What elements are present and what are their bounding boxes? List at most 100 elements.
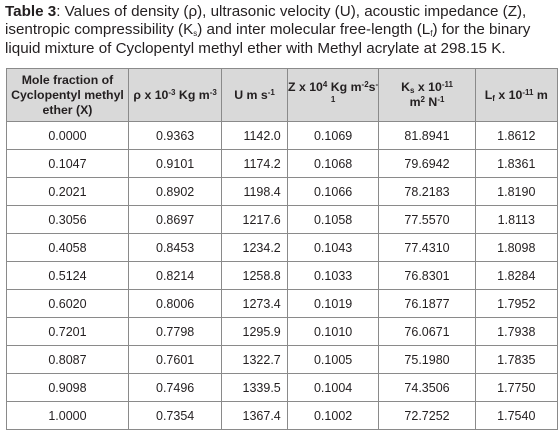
density-cell: 0.8697 (127, 205, 223, 234)
velocity-cell: 1258.8 (221, 261, 288, 290)
compressibility-cell: 77.4310 (378, 233, 476, 262)
table-body: 0.0000 0.9363 1142.0 0.1069 81.8941 1.8612 0.1… (6, 121, 558, 430)
header-free-length: Lf x 10-11 m (474, 68, 558, 122)
mole-fraction-cell: 0.6020 (6, 289, 129, 318)
table-row: 0.9098 0.7496 1339.5 0.1004 74.3506 1.7750 (6, 373, 558, 402)
impedance-cell: 0.1002 (286, 401, 380, 430)
impedance-cell: 0.1033 (286, 261, 380, 290)
impedance-cell: 0.1058 (286, 205, 380, 234)
free-length-cell: 1.7750 (474, 373, 558, 402)
table-row: 0.7201 0.7798 1295.9 0.1010 76.0671 1.7938 (6, 317, 558, 346)
impedance-cell: 0.1068 (286, 149, 380, 178)
mole-fraction-cell: 0.9098 (6, 373, 129, 402)
mole-fraction-cell: 0.8087 (6, 345, 129, 374)
caption-text-2: ) and inter molecular free-length (L (197, 21, 431, 39)
header-density-unit: Kg m (175, 87, 210, 102)
header-compressibility-text: K (401, 80, 410, 94)
header-mole-fraction-text: Mole fraction of Cyclopentyl methyl ethe… (11, 72, 124, 117)
free-length-cell: 1.7835 (474, 345, 558, 374)
table-row: 0.2021 0.8902 1198.4 0.1066 78.2183 1.8190 (6, 177, 558, 206)
header-velocity: U m s-1 (221, 68, 288, 122)
density-cell: 0.8006 (127, 289, 223, 318)
header-impedance: Z x 104 Kg m-2s-1 (286, 68, 380, 122)
header-density: ρ x 10-3 Kg m-3 (127, 68, 223, 122)
header-compressibility-sup3: -1 (437, 95, 445, 104)
density-cell: 0.9101 (127, 149, 223, 178)
density-cell: 0.7798 (127, 317, 223, 346)
header-impedance-sup2: -2 (361, 80, 369, 89)
compressibility-cell: 76.1877 (378, 289, 476, 318)
compressibility-cell: 77.5570 (378, 205, 476, 234)
header-density-sup1: -3 (168, 87, 176, 97)
table-row: 0.4058 0.8453 1234.2 0.1043 77.4310 1.8098 (6, 233, 558, 262)
header-compressibility-sup1: -11 (441, 80, 453, 89)
mole-fraction-cell: 0.1047 (6, 149, 129, 178)
caption-sub-1: s (193, 29, 198, 39)
header-density-text: ρ x 10 (133, 87, 169, 102)
data-table: Mole fraction of Cyclopentyl methyl ethe… (6, 68, 558, 430)
table-row: 0.3056 0.8697 1217.6 0.1058 77.5570 1.8113 (6, 205, 558, 234)
free-length-cell: 1.7952 (474, 289, 558, 318)
header-velocity-text: U m s (234, 87, 268, 102)
caption-text-1: : Values of density (ρ), ultrasonic velo… (5, 3, 527, 39)
density-cell: 0.7496 (127, 373, 223, 402)
header-velocity-sup: -1 (267, 87, 275, 97)
free-length-cell: 1.8190 (474, 177, 558, 206)
table-row: 0.8087 0.7601 1322.7 0.1005 75.1980 1.7835 (6, 345, 558, 374)
compressibility-cell: 79.6942 (378, 149, 476, 178)
compressibility-cell: 72.7252 (378, 401, 476, 430)
header-compressibility-sup2: 2 (420, 95, 425, 104)
velocity-cell: 1273.4 (221, 289, 288, 318)
header-compressibility-sub: s (410, 86, 415, 95)
caption-sub-2: f (430, 29, 433, 39)
header-compressibility-unit2: N (425, 95, 438, 109)
compressibility-cell: 76.0671 (378, 317, 476, 346)
free-length-cell: 1.8284 (474, 261, 558, 290)
table-row: 0.6020 0.8006 1273.4 0.1019 76.1877 1.7952 (6, 289, 558, 318)
velocity-cell: 1295.9 (221, 317, 288, 346)
header-free-length-sup: -11 (522, 87, 534, 97)
mole-fraction-cell: 0.4058 (6, 233, 129, 262)
impedance-cell: 0.1069 (286, 121, 380, 150)
free-length-cell: 1.8113 (474, 205, 558, 234)
free-length-cell: 1.8612 (474, 121, 558, 150)
compressibility-cell: 76.8301 (378, 261, 476, 290)
velocity-cell: 1174.2 (221, 149, 288, 178)
velocity-cell: 1367.4 (221, 401, 288, 430)
impedance-cell: 0.1043 (286, 233, 380, 262)
compressibility-cell: 81.8941 (378, 121, 476, 150)
impedance-cell: 0.1066 (286, 177, 380, 206)
header-compressibility-mult: x 10 (414, 80, 442, 94)
velocity-cell: 1198.4 (221, 177, 288, 206)
table-caption: Table 3: Values of density (ρ), ultrason… (5, 3, 553, 58)
impedance-cell: 0.1010 (286, 317, 380, 346)
header-free-length-text: L (484, 87, 493, 102)
header-free-length-mult: x 10 (494, 87, 523, 102)
free-length-cell: 1.8098 (474, 233, 558, 262)
header-impedance-text: Z x 10 (288, 80, 323, 94)
mole-fraction-cell: 0.5124 (6, 261, 129, 290)
mole-fraction-cell: 0.2021 (6, 177, 129, 206)
header-mole-fraction: Mole fraction of Cyclopentyl methyl ethe… (6, 68, 129, 122)
header-compressibility: Ks x 10-11 m2 N-1 (378, 68, 476, 122)
free-length-cell: 1.8361 (474, 149, 558, 178)
header-impedance-unit: Kg m (327, 80, 362, 94)
impedance-cell: 0.1005 (286, 345, 380, 374)
header-impedance-sup3: -1 (330, 80, 379, 104)
header-free-length-unit: m (533, 87, 548, 102)
caption-text-3: ) for the binary liquid mixture of Cyclo… (5, 21, 531, 57)
mole-fraction-cell: 0.7201 (6, 317, 129, 346)
free-length-cell: 1.7938 (474, 317, 558, 346)
velocity-cell: 1217.6 (221, 205, 288, 234)
density-cell: 0.7354 (127, 401, 223, 430)
velocity-cell: 1234.2 (221, 233, 288, 262)
table-row: 0.1047 0.9101 1174.2 0.1068 79.6942 1.8361 (6, 149, 558, 178)
header-free-length-sub: f (492, 93, 495, 103)
header-impedance-sup1: 4 (322, 80, 328, 89)
free-length-cell: 1.7540 (474, 401, 558, 430)
velocity-cell: 1322.7 (221, 345, 288, 374)
impedance-cell: 0.1019 (286, 289, 380, 318)
density-cell: 0.8214 (127, 261, 223, 290)
mole-fraction-cell: 0.3056 (6, 205, 129, 234)
table-row: 0.5124 0.8214 1258.8 0.1033 76.8301 1.8284 (6, 261, 558, 290)
